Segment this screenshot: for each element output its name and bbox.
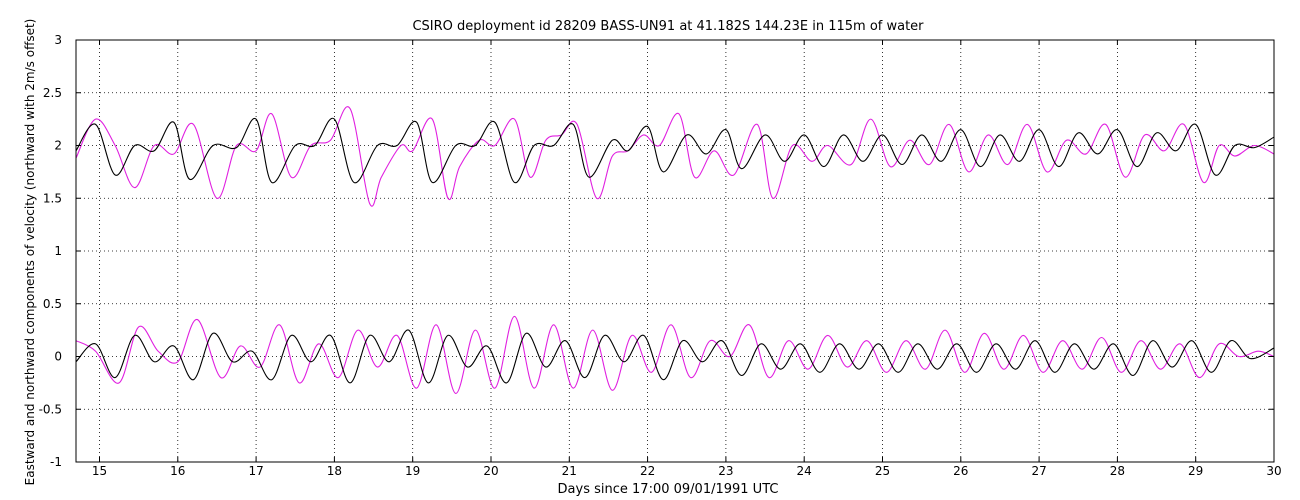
axis-ticks: [76, 39, 1275, 463]
y-tick-label: 1: [54, 244, 62, 258]
x-tick-label: 23: [718, 464, 733, 478]
x-tick-label: 22: [640, 464, 655, 478]
x-tick-label: 27: [1031, 464, 1046, 478]
x-tick-label: 26: [953, 464, 968, 478]
y-tick-label: 1.5: [43, 191, 62, 205]
x-tick-label: 25: [875, 464, 890, 478]
x-tick-labels: 15 16 17 18 19 20 21 22 23 24 25 26 27 28 29 30: [92, 464, 1282, 478]
x-tick-label: 24: [797, 464, 812, 478]
y-tick-label: 0.5: [43, 297, 62, 311]
x-tick-label: 16: [170, 464, 185, 478]
y-tick-label: -0.5: [39, 402, 62, 416]
x-tick-label: 17: [248, 464, 263, 478]
series-eastward-model: [75, 329, 1275, 384]
x-tick-label: 21: [562, 464, 577, 478]
x-tick-label: 15: [92, 464, 107, 478]
y-tick-label: -1: [50, 455, 62, 469]
x-axis-label: Days since 17:00 09/01/1991 UTC: [558, 482, 779, 497]
series-eastward-measured: [75, 315, 1275, 394]
x-tick-label: 18: [327, 464, 342, 478]
x-tick-label: 30: [1266, 464, 1281, 478]
y-tick-label: 2: [54, 139, 62, 153]
y-tick-labels: -1 -0.5 0 0.5 1 1.5 2 2.5 3: [39, 33, 62, 469]
x-tick-label: 20: [483, 464, 498, 478]
series-northward-model: [75, 117, 1275, 183]
y-tick-label: 2.5: [43, 86, 62, 100]
y-axis-label: Eastward and northward components of vel…: [23, 19, 37, 486]
chart-title: CSIRO deployment id 28209 BASS-UN91 at 4…: [412, 19, 924, 34]
y-tick-label: 0: [54, 350, 62, 364]
x-tick-label: 28: [1110, 464, 1125, 478]
series-group: [75, 106, 1275, 394]
x-tick-label: 19: [405, 464, 420, 478]
x-tick-label: 29: [1188, 464, 1203, 478]
series-northward-measured: [75, 106, 1275, 207]
y-tick-label: 3: [54, 33, 62, 47]
